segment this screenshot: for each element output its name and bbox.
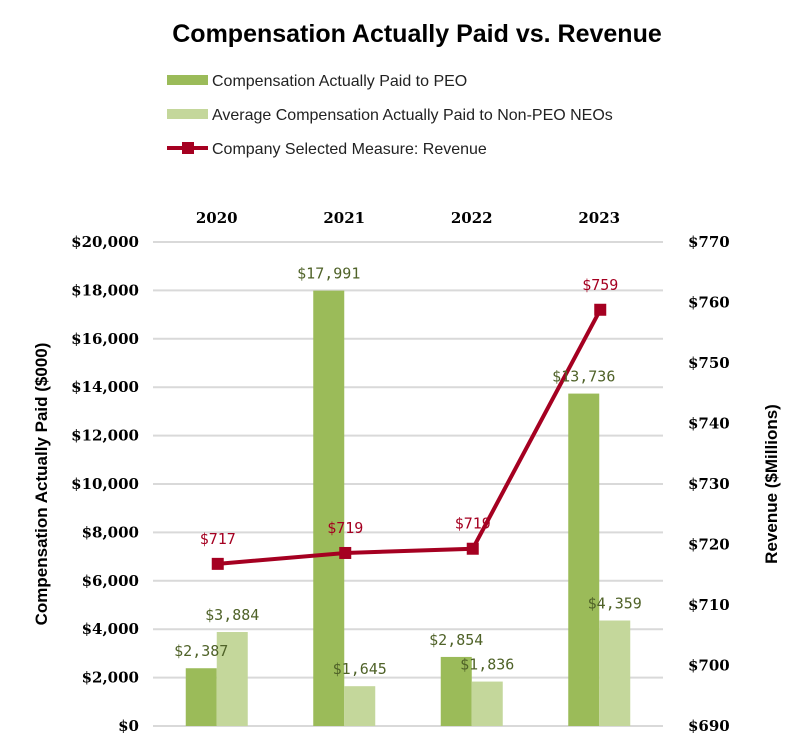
- data-label: $17,991: [297, 265, 360, 283]
- y-tick-label: $4,000: [82, 620, 139, 638]
- y-tick-label: $2,000: [82, 669, 139, 687]
- bar-peo-2023: [568, 393, 600, 726]
- revenue-marker-2020: [211, 557, 224, 570]
- data-label: $1,836: [460, 656, 514, 674]
- legend-marker: [182, 142, 194, 154]
- data-label: $3,884: [205, 606, 259, 624]
- y-tick-label: $20,000: [71, 233, 139, 251]
- chart-title: Compensation Actually Paid vs. Revenue: [172, 20, 662, 48]
- y2-tick-label: $700: [688, 657, 730, 675]
- y-tick-label: $8,000: [82, 523, 139, 541]
- bar-peo-2022: [440, 656, 472, 726]
- y2-tick-label: $690: [688, 717, 730, 735]
- y2-axis-label: Revenue ($Millions): [762, 404, 781, 564]
- y2-tick-label: $750: [688, 354, 730, 372]
- y2-tick-label: $720: [688, 536, 730, 554]
- revenue-label: $719: [455, 515, 491, 533]
- axes: $0 $2,000 $4,000 $6,000 $8,000 $10,000 $12,000…: [71, 209, 730, 735]
- bar-non-peo-2023: [599, 620, 631, 726]
- x-tick-label: 2023: [578, 209, 620, 227]
- y-tick-label: $10,000: [71, 475, 139, 493]
- revenue-line-path: [217, 308, 603, 566]
- revenue-marker-2021: [339, 546, 352, 559]
- revenue-line: [211, 303, 607, 570]
- data-label: $2,854: [429, 631, 483, 649]
- data-label: $13,736: [552, 368, 615, 386]
- y2-tick-label: $760: [688, 294, 730, 312]
- legend-swatch: [167, 109, 208, 119]
- bar-peo-2021: [313, 290, 345, 726]
- y2-tick-label: $770: [688, 233, 730, 251]
- legend: Compensation Actually Paid to PEO Average…: [167, 73, 613, 158]
- y-tick-label: $14,000: [71, 378, 139, 396]
- revenue-label: $719: [327, 519, 363, 537]
- y-tick-label: $0: [118, 717, 139, 735]
- y2-tick-label: $740: [688, 415, 730, 433]
- legend-label: Compensation Actually Paid to PEO: [212, 73, 467, 90]
- bar-non-peo-2020: [216, 632, 248, 726]
- revenue-label: $759: [582, 276, 618, 294]
- x-tick-label: 2022: [451, 209, 493, 227]
- x-tick-label: 2021: [323, 209, 365, 227]
- data-label: $1,645: [333, 660, 387, 678]
- y-tick-label: $12,000: [71, 427, 139, 445]
- legend-label: Average Compensation Actually Paid to No…: [212, 107, 613, 124]
- y-tick-label: $16,000: [71, 330, 139, 348]
- legend-label: Company Selected Measure: Revenue: [212, 141, 487, 158]
- y2-tick-label: $730: [688, 475, 730, 493]
- data-label: $2,387: [174, 642, 228, 660]
- y-axis-label: Compensation Actually Paid ($000): [32, 343, 51, 626]
- bar-non-peo-2022: [471, 681, 503, 726]
- data-label: $4,359: [588, 595, 642, 613]
- revenue-marker-2022: [466, 542, 479, 555]
- y2-tick-label: $710: [688, 596, 730, 614]
- bar-peo-2020: [185, 668, 217, 726]
- legend-swatch: [167, 75, 208, 85]
- revenue-label: $717: [200, 530, 236, 548]
- revenue-marker-2023: [594, 303, 607, 316]
- x-tick-label: 2020: [196, 209, 238, 227]
- y-tick-label: $6,000: [82, 572, 139, 590]
- bars: [185, 290, 631, 726]
- data-labels: $2,387 $17,991 $2,854 $13,736 $3,884 $1,645 $1…: [174, 265, 642, 679]
- bar-non-peo-2021: [344, 686, 376, 726]
- y-tick-label: $18,000: [71, 281, 139, 299]
